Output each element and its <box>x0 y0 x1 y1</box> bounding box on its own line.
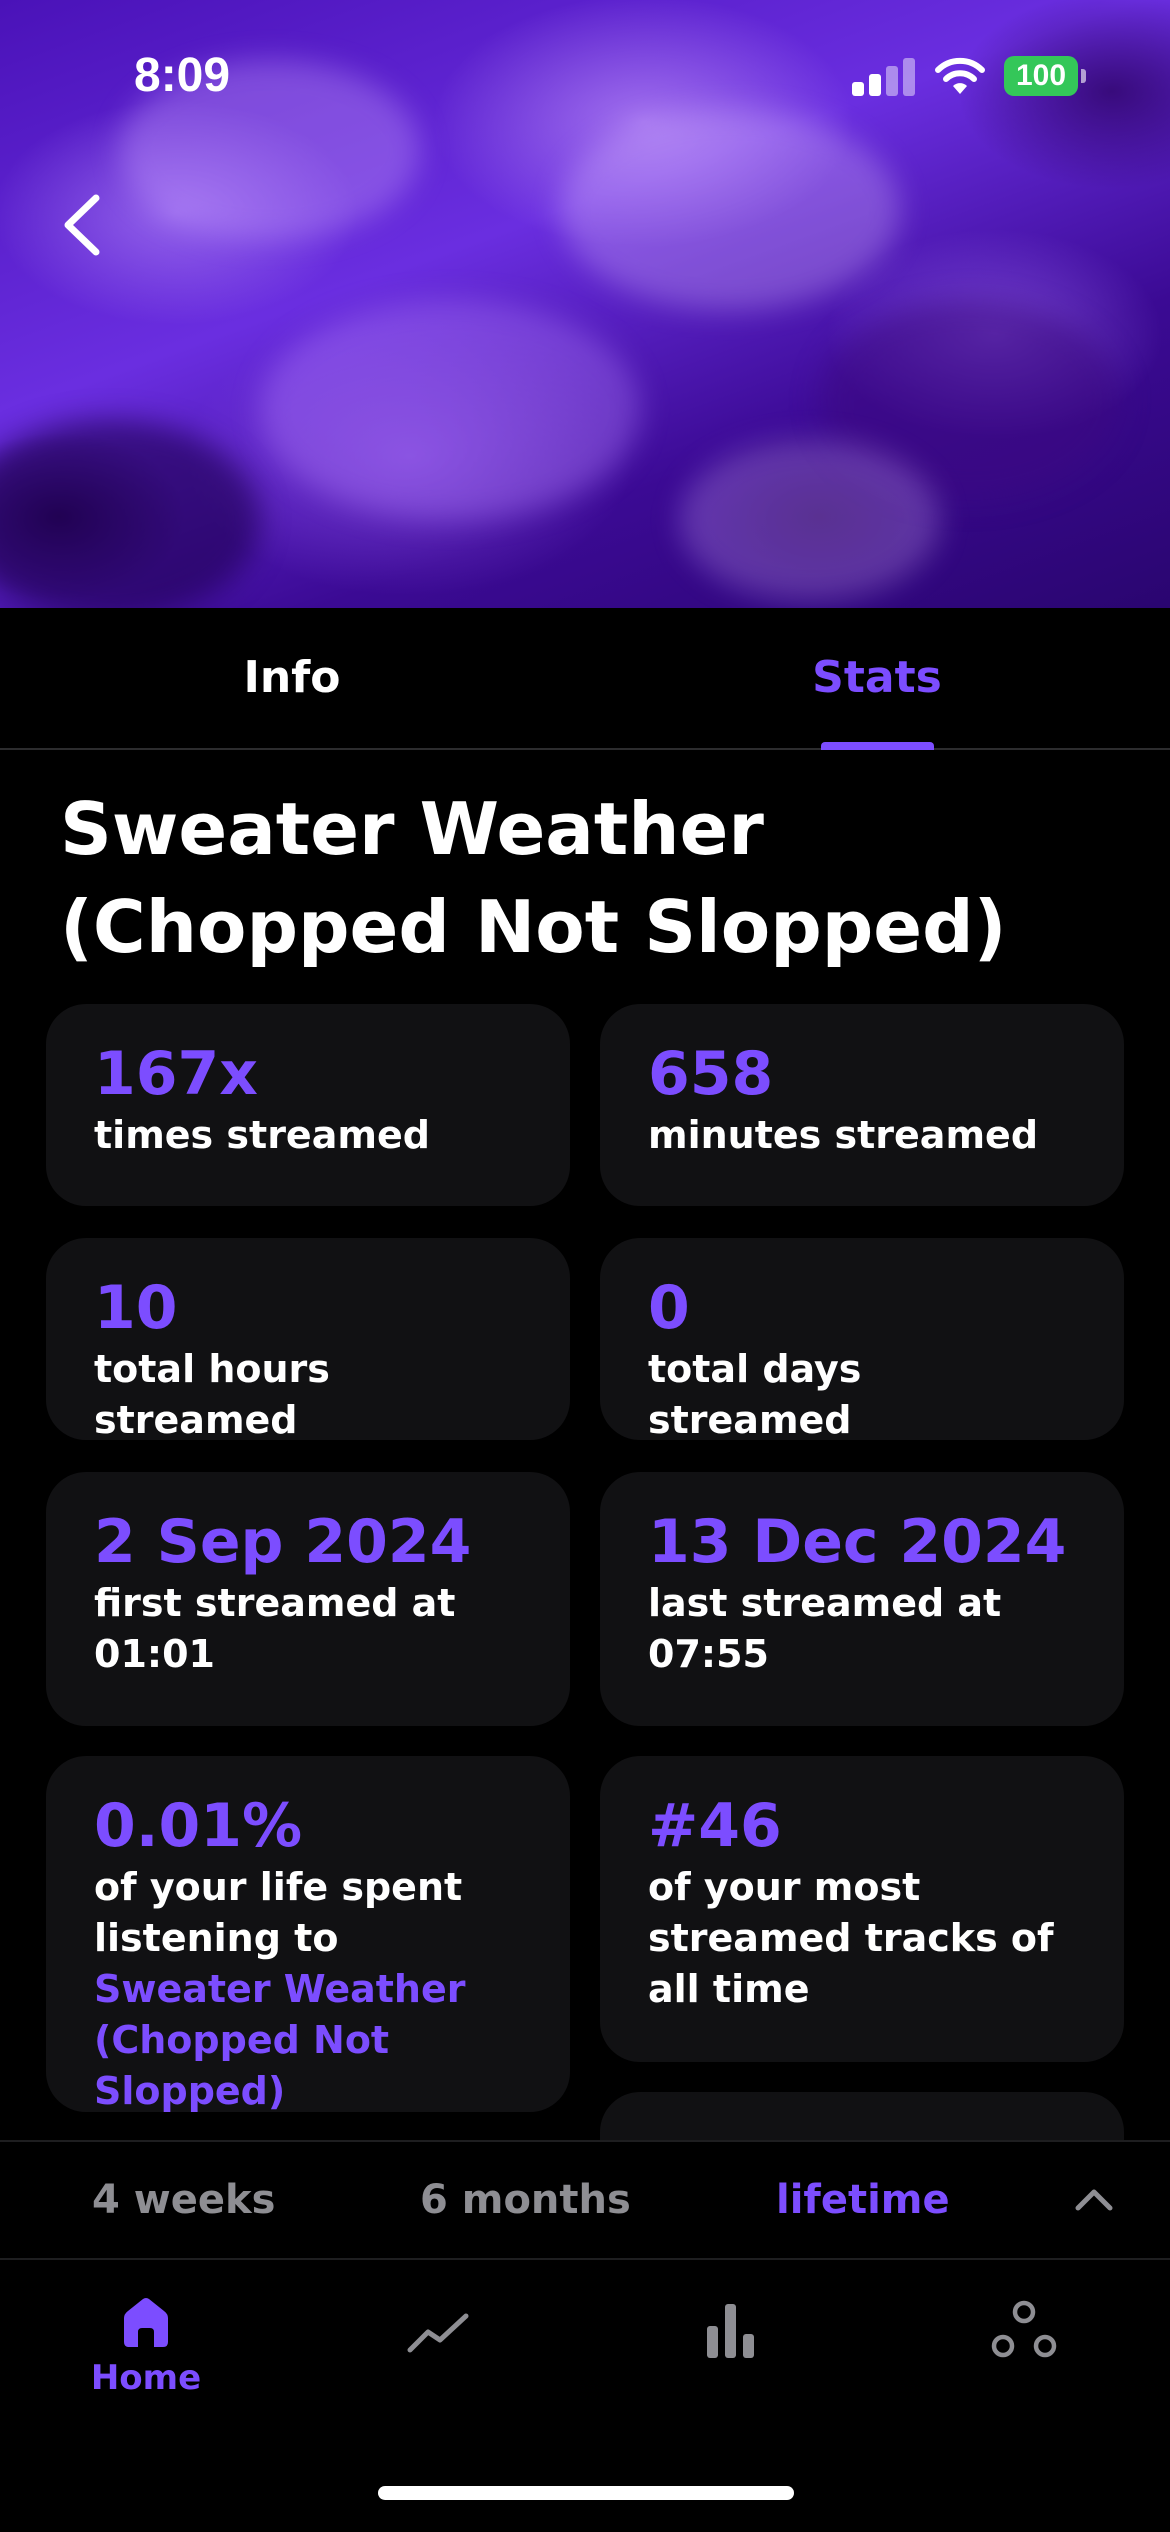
range-option-6-months[interactable]: 6 months <box>420 2177 631 2223</box>
stat-label: of your most streamed tracks of all time <box>648 1865 1054 2011</box>
stat-value: 10 <box>94 1273 178 1343</box>
stat-value: #46 <box>648 1791 782 1861</box>
bar-chart-icon <box>707 2304 754 2358</box>
track-artwork-banner: 8:09 100 <box>0 0 1170 608</box>
nav-home-label: Home <box>90 2358 202 2398</box>
stat-label: total days streamed <box>648 1347 862 1442</box>
stat-card-total-hours: 10 total hours streamed <box>46 1238 570 1442</box>
stat-label-prefix: of your life spent listening to <box>94 1865 463 1960</box>
stat-label: of your life spent listening to Sweater … <box>94 1862 522 2117</box>
stat-card-partial <box>600 2092 1124 2140</box>
stat-card-life-spent: 0.01% of your life spent listening to Sw… <box>46 1756 570 2113</box>
nav-social[interactable] <box>934 2292 1114 2422</box>
stat-label: last streamed at <box>648 1581 1002 1625</box>
nav-trends[interactable] <box>348 2292 528 2422</box>
range-option-4-weeks[interactable]: 4 weeks <box>92 2177 276 2223</box>
tab-info[interactable]: Info <box>243 652 341 703</box>
stat-label-track-link: Sweater Weather (Chopped Not Slopped) <box>94 1967 466 2113</box>
nav-charts[interactable] <box>641 2292 821 2422</box>
home-indicator <box>378 2486 794 2500</box>
stat-label: first streamed at <box>94 1581 456 1625</box>
back-chevron-icon[interactable] <box>56 190 116 260</box>
stat-time: 07:55 <box>648 1632 769 1676</box>
stat-value: 658 <box>648 1039 774 1109</box>
tab-bar: Info Stats <box>0 608 1170 750</box>
stat-card-minutes-streamed: 658 minutes streamed <box>600 1004 1124 1206</box>
trend-icon <box>407 2313 469 2353</box>
nav-home[interactable]: Home <box>56 2292 236 2422</box>
status-time: 8:09 <box>134 49 231 102</box>
stat-value: 0.01% <box>94 1791 303 1861</box>
stat-label: times streamed <box>94 1113 430 1157</box>
track-title: Sweater Weather (Chopped Not Slopped) <box>60 787 1007 969</box>
stat-label: total hours streamed <box>94 1347 330 1442</box>
battery-level: 100 <box>1004 56 1078 96</box>
stat-time: 01:01 <box>94 1632 215 1676</box>
status-bar: 8:09 100 <box>0 0 1170 150</box>
social-icon <box>991 2300 1057 2358</box>
range-option-lifetime[interactable]: lifetime <box>776 2177 950 2223</box>
tab-stats[interactable]: Stats <box>812 652 942 703</box>
time-range-selector: 4 weeks 6 months lifetime <box>0 2140 1170 2260</box>
active-tab-indicator <box>821 742 934 750</box>
chevron-up-icon[interactable] <box>1072 2184 1116 2214</box>
home-icon <box>124 2298 168 2347</box>
stat-label: minutes streamed <box>648 1113 1039 1157</box>
cellular-signal-icon <box>852 58 916 96</box>
stat-value: 13 Dec 2024 <box>648 1507 1067 1577</box>
stat-card-rank: #46 of your most streamed tracks of all … <box>600 1756 1124 2062</box>
stat-card-first-streamed: 2 Sep 2024 first streamed at 01:01 <box>46 1472 570 1726</box>
stat-value: 2 Sep 2024 <box>94 1507 472 1577</box>
stat-card-last-streamed: 13 Dec 2024 last streamed at 07:55 <box>600 1472 1124 1726</box>
stat-value: 0 <box>648 1273 690 1343</box>
stat-value: 167x <box>94 1039 258 1109</box>
stat-card-times-streamed: 167x times streamed <box>46 1004 570 1206</box>
stat-card-total-days: 0 total days streamed <box>600 1238 1124 1442</box>
wifi-icon <box>935 57 985 94</box>
battery-icon: 100 <box>1004 56 1086 96</box>
